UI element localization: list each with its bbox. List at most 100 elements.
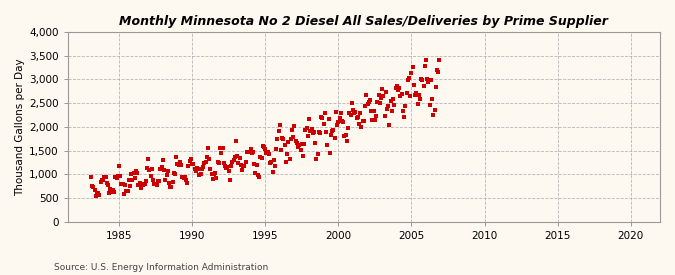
Point: [143, 157, 154, 161]
Point: [127, 178, 138, 182]
Point: [408, 82, 419, 87]
Point: [298, 154, 308, 158]
Point: [373, 93, 384, 97]
Point: [299, 142, 310, 147]
Point: [117, 181, 128, 186]
Point: [107, 188, 118, 192]
Point: [157, 158, 168, 162]
Point: [277, 136, 288, 140]
Point: [139, 182, 150, 186]
Point: [323, 117, 334, 121]
Point: [106, 189, 117, 194]
Point: [278, 137, 289, 141]
Point: [213, 161, 224, 166]
Point: [371, 114, 381, 118]
Point: [131, 169, 142, 173]
Point: [130, 176, 140, 180]
Point: [190, 169, 201, 173]
Point: [194, 173, 205, 177]
Point: [387, 109, 398, 113]
Point: [294, 143, 304, 147]
Point: [87, 183, 98, 188]
Point: [267, 169, 278, 174]
Point: [195, 172, 206, 177]
Point: [180, 175, 190, 179]
Point: [219, 164, 230, 168]
Point: [381, 107, 392, 111]
Point: [362, 102, 373, 106]
Point: [244, 150, 254, 155]
Point: [175, 160, 186, 164]
Point: [149, 182, 160, 186]
Point: [228, 158, 239, 162]
Point: [321, 130, 331, 134]
Point: [161, 173, 172, 177]
Point: [421, 58, 431, 63]
Point: [302, 134, 313, 138]
Point: [230, 154, 240, 159]
Point: [186, 157, 196, 161]
Point: [325, 151, 335, 155]
Point: [182, 181, 192, 186]
Point: [292, 141, 302, 145]
Point: [308, 130, 319, 134]
Point: [260, 147, 271, 151]
Point: [257, 143, 268, 148]
Point: [384, 123, 395, 127]
Point: [205, 167, 216, 171]
Point: [281, 152, 292, 156]
Point: [231, 139, 242, 143]
Point: [327, 128, 338, 133]
Point: [225, 164, 236, 169]
Point: [169, 171, 180, 176]
Title: Monthly Minnesota No 2 Diesel All Sales/Deliveries by Prime Supplier: Monthly Minnesota No 2 Diesel All Sales/…: [119, 15, 608, 28]
Point: [377, 86, 387, 91]
Point: [319, 111, 330, 115]
Point: [310, 141, 321, 145]
Point: [319, 122, 329, 126]
Point: [349, 111, 360, 116]
Point: [372, 100, 383, 104]
Point: [344, 111, 354, 116]
Point: [406, 71, 417, 76]
Point: [206, 172, 217, 176]
Point: [392, 84, 402, 88]
Point: [398, 109, 408, 113]
Point: [263, 150, 273, 154]
Point: [163, 181, 174, 186]
Point: [413, 93, 424, 97]
Point: [355, 111, 366, 115]
Point: [200, 160, 211, 164]
Point: [202, 146, 213, 150]
Point: [207, 177, 218, 182]
Point: [250, 171, 261, 175]
Point: [255, 155, 266, 159]
Point: [271, 147, 281, 152]
Point: [342, 139, 352, 143]
Point: [97, 177, 107, 182]
Point: [94, 192, 105, 197]
Point: [343, 126, 354, 130]
Point: [209, 172, 219, 176]
Point: [176, 163, 186, 167]
Point: [387, 97, 398, 101]
Point: [334, 116, 345, 120]
Point: [325, 132, 336, 137]
Point: [328, 128, 339, 133]
Point: [165, 185, 176, 189]
Point: [98, 177, 109, 182]
Point: [395, 94, 406, 98]
Point: [300, 128, 310, 132]
Point: [100, 175, 111, 179]
Point: [425, 103, 435, 108]
Point: [137, 182, 148, 186]
Point: [414, 97, 425, 101]
Point: [429, 108, 440, 112]
Point: [93, 191, 104, 196]
Point: [166, 185, 177, 189]
Point: [261, 151, 272, 155]
Point: [184, 159, 195, 163]
Point: [121, 189, 132, 193]
Point: [434, 58, 445, 62]
Point: [402, 78, 413, 82]
